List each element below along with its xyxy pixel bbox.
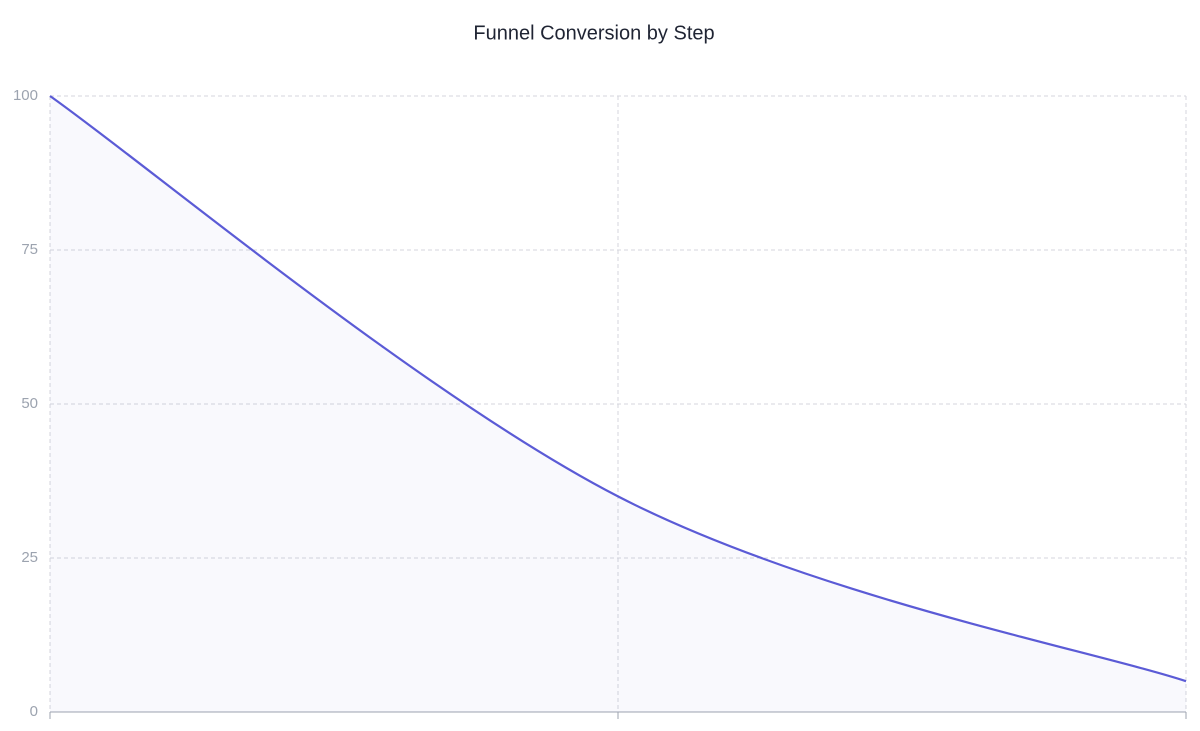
y-tick-label: 75 <box>21 241 38 258</box>
area-fill <box>50 96 1186 712</box>
y-tick-label: 0 <box>30 703 38 720</box>
chart-title: Funnel Conversion by Step <box>473 22 714 44</box>
y-tick-label: 100 <box>13 87 38 104</box>
y-tick-label: 50 <box>21 395 38 412</box>
line <box>49 95 1187 683</box>
y-tick-label: 25 <box>21 549 38 566</box>
